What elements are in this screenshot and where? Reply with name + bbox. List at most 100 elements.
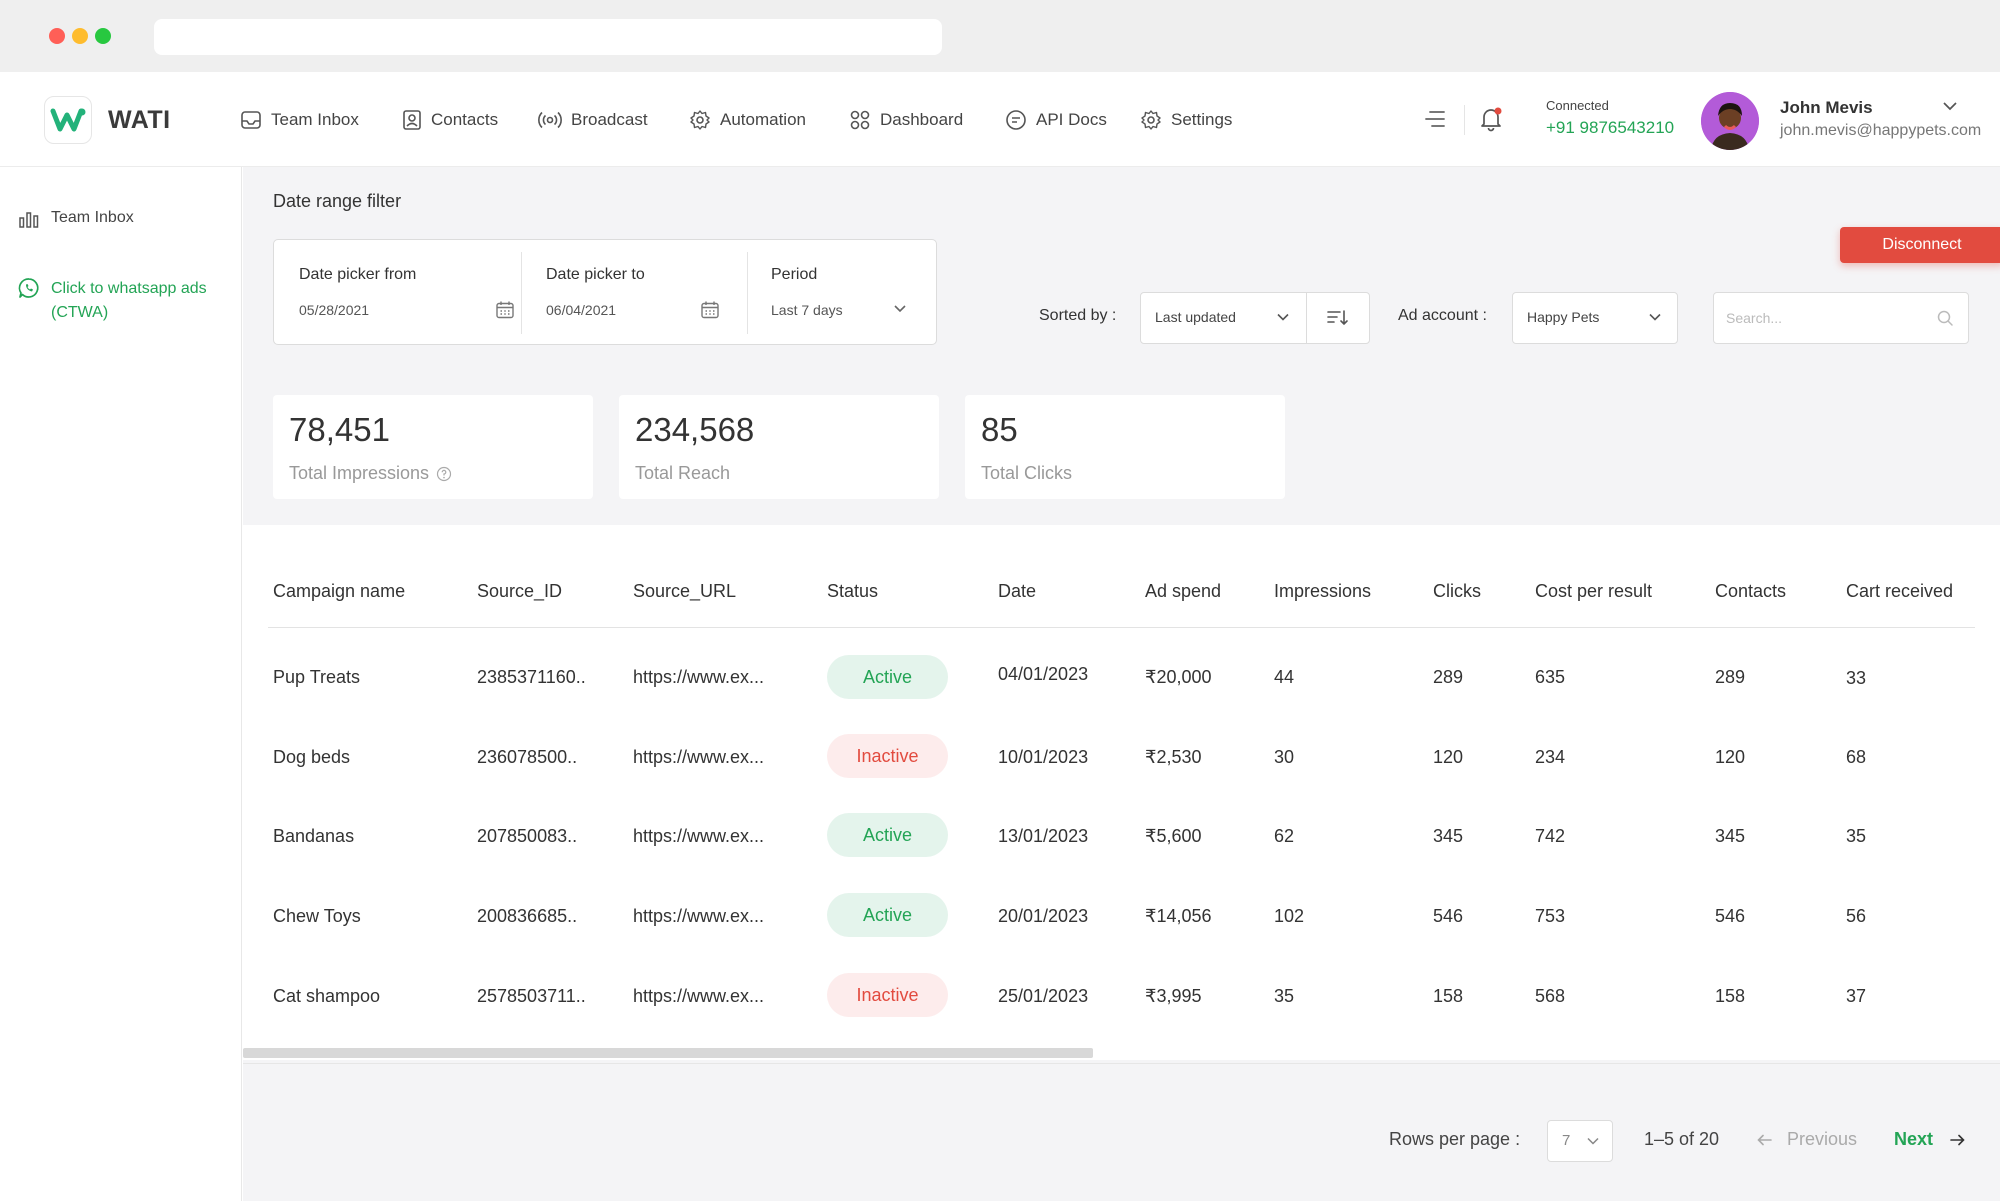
contacts-icon	[403, 110, 421, 130]
cell-campaign-name: Bandanas	[273, 826, 355, 846]
avatar[interactable]	[1701, 92, 1759, 150]
cell-date: 20/01/2023	[998, 906, 1089, 926]
cell-impressions: 102	[1274, 906, 1305, 926]
nav-label: Contacts	[431, 110, 499, 129]
address-bar[interactable]	[154, 19, 942, 55]
wati-logo[interactable]: WATI	[44, 96, 171, 144]
column-header-clicks[interactable]: Clicks	[1433, 581, 1481, 601]
date-to-value: 06/04/2021	[546, 302, 617, 318]
disconnect-button[interactable]: Disconnect	[1840, 227, 2000, 263]
next-page-button[interactable]: Next	[1894, 1129, 1965, 1150]
rows-per-page-label: Rows per page :	[1389, 1129, 1521, 1149]
cell-impressions: 35	[1274, 986, 1295, 1006]
calendar-icon[interactable]	[700, 300, 720, 320]
cell-clicks: 289	[1433, 667, 1464, 687]
nav-broadcast[interactable]: Broadcast	[538, 105, 648, 135]
window-maximize-button[interactable]	[95, 28, 111, 44]
browser-chrome	[0, 0, 2000, 72]
date-to-label: Date picker to	[546, 266, 645, 283]
sidebar-item-team-inbox[interactable]: Team Inbox	[18, 209, 134, 229]
search-icon[interactable]	[1936, 309, 1954, 327]
menu-icon[interactable]	[1424, 109, 1446, 129]
calendar-icon[interactable]	[495, 300, 515, 320]
brand-name: WATI	[108, 105, 171, 134]
nav-dashboard[interactable]: Dashboard	[849, 105, 963, 135]
nav-contacts[interactable]: Contacts	[402, 105, 498, 135]
cell-source-id: 2578503711..	[477, 986, 586, 1006]
stat-card-impressions: 78,451 Total Impressions	[273, 395, 593, 499]
sort-value: Last updated	[1155, 309, 1236, 325]
nav-team-inbox[interactable]: Team Inbox	[240, 105, 359, 135]
cell-source-url[interactable]: https://www.ex...	[633, 667, 765, 687]
date-picker-from[interactable]: Date picker from 05/28/2021	[299, 240, 514, 344]
status-badge: Inactive	[827, 734, 948, 778]
user-name: John Mevis	[1780, 98, 1873, 117]
previous-page-button[interactable]: Previous	[1757, 1129, 1857, 1150]
chevron-down-icon[interactable]	[1942, 100, 1958, 112]
scrollbar-thumb[interactable]	[243, 1048, 1093, 1058]
status-badge: Inactive	[827, 973, 948, 1017]
status-badge: Active	[827, 655, 948, 699]
date-picker-to[interactable]: Date picker to 06/04/2021	[546, 240, 746, 344]
window-close-button[interactable]	[49, 28, 65, 44]
cell-impressions: 44	[1274, 667, 1295, 687]
column-header-date[interactable]: Date	[998, 581, 1037, 601]
help-icon[interactable]	[436, 466, 452, 482]
column-header-source-id[interactable]: Source_ID	[477, 581, 563, 601]
cell-source-url[interactable]: https://www.ex...	[633, 986, 765, 1006]
cell-campaign-name: Dog beds	[273, 747, 351, 767]
notification-bell-icon[interactable]	[1478, 106, 1504, 132]
chevron-down-icon	[1587, 1137, 1599, 1145]
cell-contacts: 158	[1715, 986, 1746, 1006]
ad-account-select[interactable]: Happy Pets	[1512, 292, 1678, 344]
nav-api-docs[interactable]: API Docs	[1005, 105, 1107, 135]
cell-ad-spend: ₹3,995	[1145, 986, 1202, 1006]
nav-settings[interactable]: Settings	[1140, 105, 1232, 135]
divider	[521, 252, 522, 334]
cell-campaign-name: Cat shampoo	[273, 986, 381, 1006]
column-header-contacts[interactable]: Contacts	[1715, 581, 1787, 601]
cell-clicks: 158	[1433, 986, 1464, 1006]
nav-label: Dashboard	[880, 110, 964, 129]
cell-clicks: 345	[1433, 826, 1464, 846]
column-header-source-url[interactable]: Source_URL	[633, 581, 737, 601]
stat-value: 85	[981, 411, 1018, 448]
cell-cost-per-result: 753	[1535, 906, 1566, 926]
sort-order-icon[interactable]	[1325, 307, 1349, 329]
cell-date: 13/01/2023	[998, 826, 1089, 846]
cell-source-url[interactable]: https://www.ex...	[633, 906, 765, 926]
stat-value: 234,568	[635, 411, 755, 448]
sidebar-item-ctwa[interactable]: Click to whatsapp ads (CTWA)	[18, 277, 233, 325]
column-header-ad-spend[interactable]: Ad spend	[1145, 581, 1222, 601]
cell-source-url[interactable]: https://www.ex...	[633, 826, 765, 846]
cell-contacts: 120	[1715, 747, 1746, 767]
wati-logo-icon	[44, 96, 92, 144]
column-header-cost-per-result[interactable]: Cost per result	[1535, 581, 1653, 601]
cell-impressions: 62	[1274, 826, 1295, 846]
cell-cart-received: 37	[1846, 986, 1867, 1006]
dashboard-icon	[850, 110, 870, 130]
window-minimize-button[interactable]	[72, 28, 88, 44]
next-label: Next	[1894, 1129, 1934, 1149]
cell-source-url[interactable]: https://www.ex...	[633, 747, 765, 767]
stat-card-reach: 234,568 Total Reach	[619, 395, 939, 499]
stat-label: Total Reach	[635, 463, 731, 483]
column-header-cart-received[interactable]: Cart received	[1846, 581, 1954, 601]
status-badge: Active	[827, 893, 948, 937]
column-header-status[interactable]: Status	[827, 581, 879, 601]
period-select[interactable]: Period Last 7 days	[771, 240, 931, 344]
date-from-value: 05/28/2021	[299, 302, 370, 318]
cell-contacts: 345	[1715, 826, 1746, 846]
nav-automation[interactable]: Automation	[689, 105, 806, 135]
column-header-impressions[interactable]: Impressions	[1274, 581, 1372, 601]
divider	[1306, 293, 1307, 343]
broadcast-icon	[538, 111, 562, 129]
top-navigation: WATI Team Inbox Contacts Broadcast Autom…	[0, 72, 2000, 167]
sort-select[interactable]: Last updated	[1140, 292, 1370, 344]
column-header-campaign-name[interactable]: Campaign name	[273, 581, 406, 601]
automation-icon	[690, 110, 710, 130]
rows-per-page-select[interactable]: 7	[1547, 1120, 1613, 1162]
search-input[interactable]	[1726, 307, 1926, 329]
period-label: Period	[771, 266, 818, 283]
arrow-left-icon	[1757, 1134, 1772, 1145]
